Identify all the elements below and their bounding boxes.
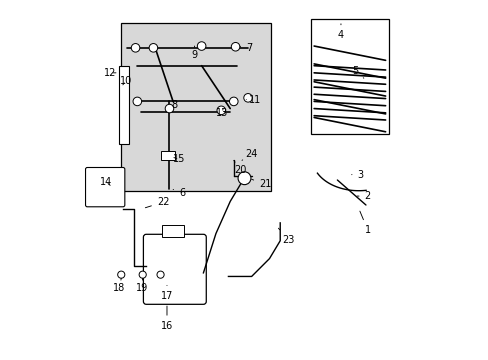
Bar [121, 23, 271, 191]
Bar [160, 152, 175, 160]
FancyBboxPatch shape [85, 167, 124, 207]
Text: 13: 13 [216, 108, 228, 118]
Text: 7: 7 [240, 43, 252, 53]
Text: 17: 17 [161, 285, 173, 301]
Text: 1: 1 [359, 211, 370, 235]
Text: 8: 8 [171, 100, 178, 110]
Circle shape [139, 271, 146, 278]
Text: 3: 3 [351, 170, 363, 180]
Text: 19: 19 [135, 278, 147, 293]
Text: 21: 21 [251, 179, 271, 189]
Bar [162, 225, 183, 237]
Circle shape [229, 97, 238, 106]
Text: 4: 4 [337, 24, 344, 40]
Text: 23: 23 [278, 228, 294, 245]
Circle shape [197, 42, 205, 50]
Text: 2: 2 [356, 191, 370, 201]
Circle shape [238, 172, 250, 185]
Circle shape [157, 271, 164, 278]
Text: 5: 5 [351, 66, 363, 78]
Text: 12: 12 [104, 68, 117, 78]
Circle shape [165, 104, 173, 113]
FancyBboxPatch shape [143, 234, 206, 304]
Text: 9: 9 [191, 46, 197, 60]
Circle shape [244, 94, 252, 102]
Text: 22: 22 [145, 197, 169, 208]
Bar [310, 19, 388, 134]
Circle shape [149, 44, 157, 52]
Text: 14: 14 [100, 177, 112, 187]
Circle shape [131, 44, 140, 52]
Text: 6: 6 [173, 188, 184, 198]
Text: 15: 15 [173, 154, 185, 164]
Text: 20: 20 [233, 160, 246, 175]
Text: 18: 18 [113, 278, 125, 293]
Text: 11: 11 [246, 95, 261, 105]
Circle shape [231, 42, 240, 51]
Circle shape [118, 271, 124, 278]
Circle shape [133, 97, 142, 106]
Text: 24: 24 [242, 149, 257, 160]
Bar [119, 66, 129, 144]
Text: 16: 16 [161, 306, 173, 331]
Circle shape [217, 106, 225, 114]
Text: 10: 10 [120, 76, 132, 86]
